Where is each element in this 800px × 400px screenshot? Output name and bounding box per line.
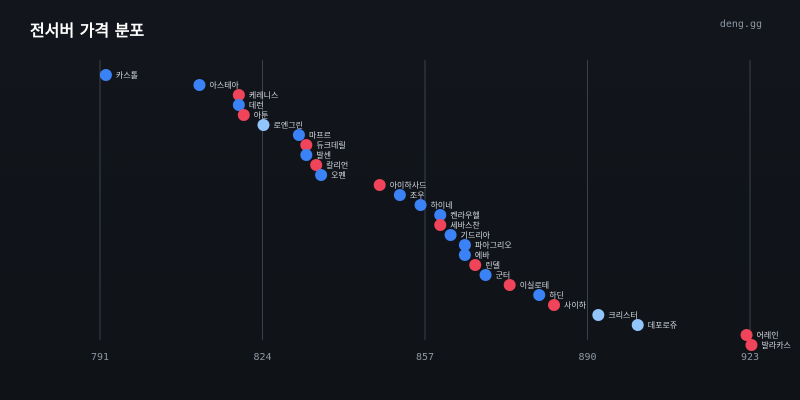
point-label: 하딘 (549, 290, 564, 300)
point-marker[interactable] (414, 199, 427, 211)
x-tick-label: 791 (91, 352, 109, 363)
data-point[interactable]: 데포로쥬 (631, 319, 677, 331)
data-point[interactable]: 로엔그린 (257, 119, 303, 131)
point-label: 오펜 (331, 171, 346, 180)
point-marker[interactable] (592, 309, 605, 321)
point-marker[interactable] (533, 289, 546, 301)
data-point[interactable]: 조우 (393, 189, 425, 201)
point-marker[interactable] (745, 339, 758, 351)
point-marker[interactable] (99, 69, 112, 81)
data-point[interactable]: 하딘 (533, 289, 564, 301)
data-point[interactable]: 발라카스 (745, 339, 791, 351)
point-marker[interactable] (740, 329, 753, 341)
data-point[interactable]: 발센 (300, 149, 331, 161)
brand-label: deng.gg (719, 19, 762, 30)
point-marker[interactable] (458, 239, 471, 251)
point-marker[interactable] (373, 179, 386, 191)
data-point[interactable]: 아이하사드 (373, 179, 427, 191)
point-marker[interactable] (292, 129, 305, 141)
data-point[interactable]: 어레인 (740, 329, 779, 341)
data-point[interactable]: 기드리아 (444, 229, 491, 241)
data-point[interactable]: 케레니스 (232, 89, 278, 101)
point-label: 아스테아 (209, 80, 239, 90)
point-marker[interactable] (393, 189, 406, 201)
point-label: 발센 (316, 150, 331, 160)
point-label: 하이네 (431, 200, 453, 210)
data-point[interactable]: 세바스찬 (434, 219, 480, 231)
data-point[interactable]: 아스테아 (193, 79, 240, 91)
point-label: 군터 (496, 271, 511, 280)
point-marker[interactable] (237, 109, 250, 121)
data-point[interactable]: 이실로테 (503, 279, 549, 291)
point-marker[interactable] (193, 79, 206, 91)
point-label: 에바 (475, 250, 490, 260)
point-marker[interactable] (469, 259, 482, 271)
point-label: 조우 (410, 191, 425, 200)
point-marker[interactable] (310, 159, 323, 171)
point-label: 어레인 (757, 330, 779, 340)
data-point[interactable]: 마프르 (292, 129, 331, 141)
data-point[interactable]: 에바 (458, 249, 490, 261)
data-point[interactable]: 하이네 (414, 199, 453, 211)
point-marker[interactable] (315, 169, 328, 181)
data-point[interactable]: 칼리언 (310, 159, 348, 171)
point-marker[interactable] (300, 139, 313, 151)
point-label: 듀크데릴 (316, 141, 345, 150)
point-label: 마프르 (309, 131, 331, 140)
point-label: 파아그리오 (475, 240, 512, 250)
data-point[interactable]: 카스톨 (99, 69, 138, 81)
point-label: 데포로쥬 (648, 321, 677, 330)
point-label: 이실로테 (520, 280, 549, 290)
data-point[interactable]: 린델 (469, 259, 500, 271)
data-point[interactable]: 크리스터 (592, 309, 638, 321)
x-tick-label: 923 (741, 352, 759, 363)
point-label: 린델 (485, 260, 500, 270)
point-marker[interactable] (232, 89, 245, 101)
point-marker[interactable] (444, 229, 457, 241)
point-label: 기드리아 (461, 230, 491, 240)
point-label: 사이하 (564, 300, 587, 310)
data-point[interactable]: 군터 (479, 269, 511, 281)
point-label: 켄라우헬 (450, 210, 479, 220)
point-label: 데런 (249, 100, 264, 110)
point-label: 아툰 (254, 110, 269, 120)
point-label: 로엔그린 (273, 120, 302, 130)
point-marker[interactable] (479, 269, 492, 281)
x-tick-label: 890 (578, 352, 596, 363)
point-marker[interactable] (232, 99, 245, 111)
point-label: 칼리언 (326, 160, 348, 170)
point-marker[interactable] (434, 209, 447, 221)
x-tick-label: 857 (416, 352, 434, 363)
point-label: 발라카스 (761, 340, 790, 350)
point-marker[interactable] (300, 149, 313, 161)
data-point[interactable]: 듀크데릴 (300, 139, 346, 151)
point-marker[interactable] (257, 119, 270, 131)
data-point[interactable]: 데런 (232, 99, 264, 111)
data-point[interactable]: 켄라우헬 (434, 209, 480, 221)
x-tick-label: 824 (253, 352, 271, 363)
point-label: 아이하사드 (390, 180, 427, 190)
point-marker[interactable] (503, 279, 516, 291)
point-label: 카스톨 (116, 71, 138, 80)
point-marker[interactable] (631, 319, 644, 331)
point-label: 케레니스 (249, 90, 278, 100)
point-marker[interactable] (548, 299, 561, 311)
data-point[interactable]: 파아그리오 (458, 239, 512, 251)
point-label: 크리스터 (608, 311, 637, 320)
data-point[interactable]: 아툰 (237, 109, 269, 121)
page-title: 전서버 가격 분포 (30, 21, 145, 40)
data-point[interactable]: 사이하 (548, 299, 587, 311)
point-marker[interactable] (434, 219, 447, 231)
point-label: 세바스찬 (450, 220, 480, 230)
point-marker[interactable] (458, 249, 471, 261)
data-point[interactable]: 오펜 (315, 169, 346, 181)
